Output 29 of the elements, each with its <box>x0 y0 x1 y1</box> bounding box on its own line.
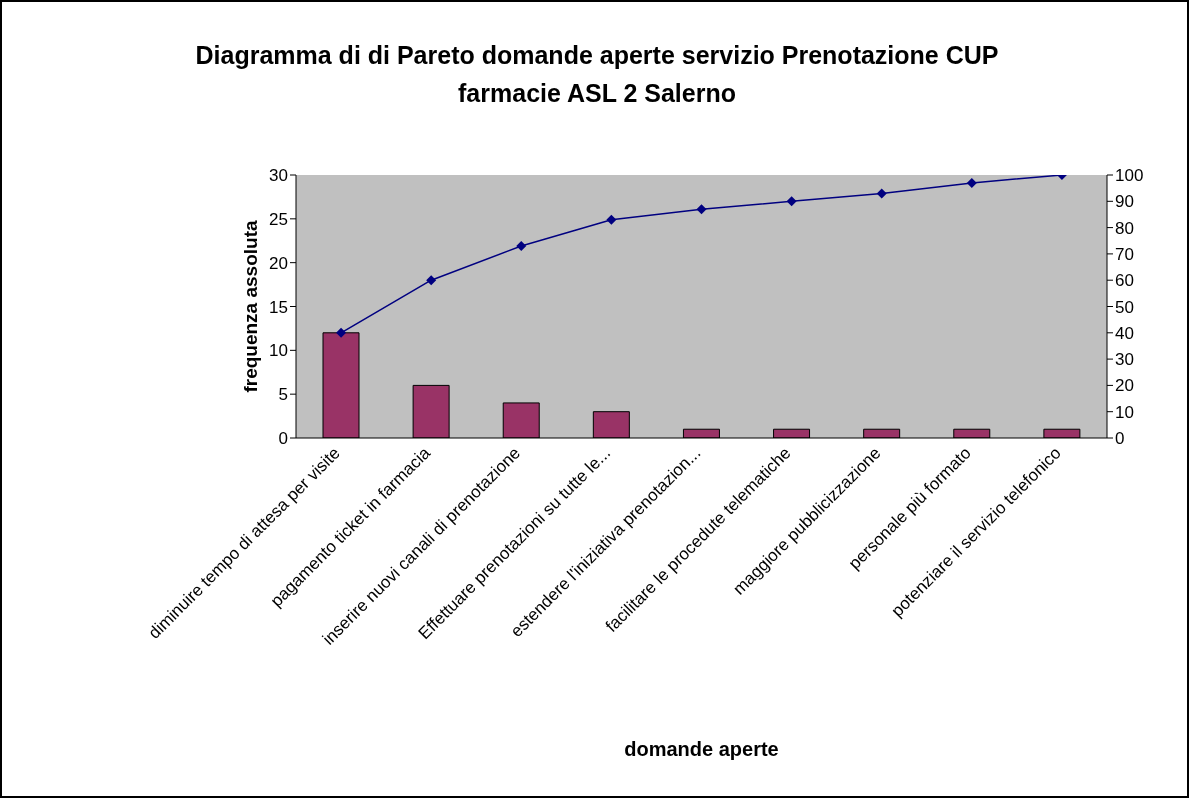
point <box>876 188 887 199</box>
y-tick-label: 0 <box>278 429 288 449</box>
point <box>696 204 707 215</box>
y-tick-label: 10 <box>269 341 288 361</box>
y-tick-label: 30 <box>269 166 288 186</box>
y2-tick-label: 10 <box>1115 402 1134 422</box>
y2-tick-label: 90 <box>1115 192 1134 212</box>
y2-tick-label: 30 <box>1115 350 1134 370</box>
point <box>516 241 527 252</box>
y-tick-label: 5 <box>278 385 288 405</box>
y2-tick-label: 50 <box>1115 297 1134 317</box>
point <box>426 275 437 286</box>
y-tick-label: 15 <box>269 297 288 317</box>
point <box>786 196 797 207</box>
y2-tick-label: 70 <box>1115 244 1134 264</box>
point <box>336 327 347 338</box>
y2-tick-label: 100 <box>1115 166 1144 186</box>
y2-tick-label: 0 <box>1115 429 1125 449</box>
y-tick-label: 25 <box>269 209 288 229</box>
y-tick-label: 20 <box>269 253 288 273</box>
y2-tick-label: 40 <box>1115 323 1134 343</box>
point <box>966 177 977 188</box>
y2-tick-label: 60 <box>1115 271 1134 291</box>
point <box>606 214 617 225</box>
y-axis-title: frequenza assoluta <box>239 220 261 393</box>
y2-tick-label: 20 <box>1115 376 1134 396</box>
chart-title: Diagramma di di Pareto domande aperte servizio Prenotazione CUP farmacie ASL 2 Salerno <box>194 40 1000 109</box>
x-axis-title: domande aperte <box>624 738 779 760</box>
y2-tick-label: 80 <box>1115 218 1134 238</box>
